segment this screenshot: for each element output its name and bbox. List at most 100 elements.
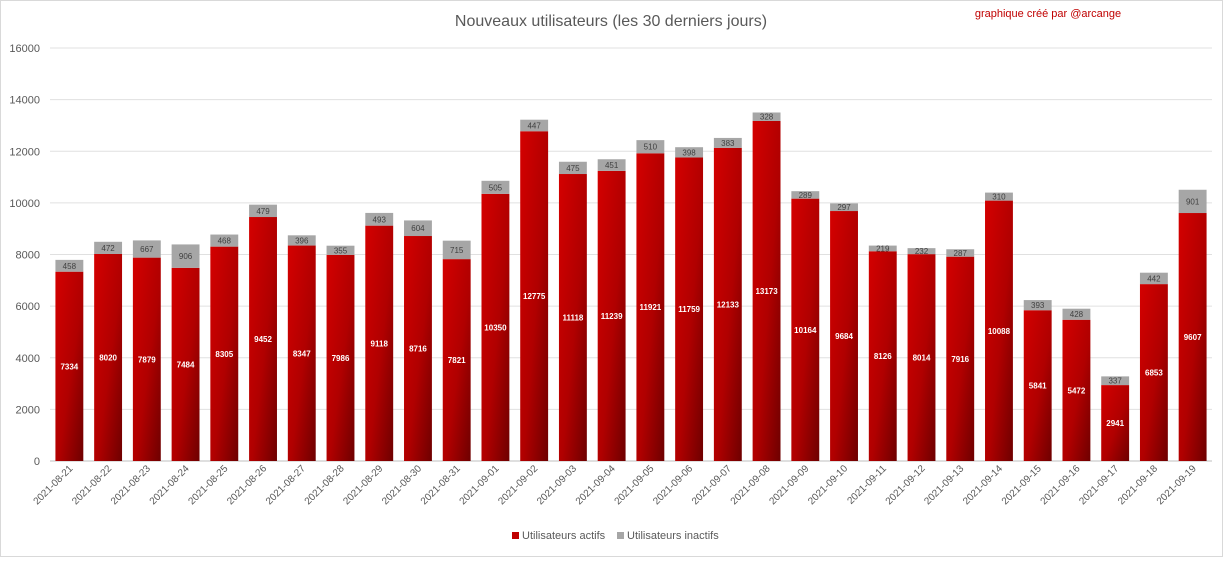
data-label-inactive: 337 xyxy=(1108,377,1122,386)
data-label-inactive: 396 xyxy=(295,236,309,245)
data-label-inactive: 328 xyxy=(760,113,774,122)
y-tick-label: 10000 xyxy=(9,198,40,210)
legend: Utilisateurs actifs Utilisateurs inactif… xyxy=(512,530,719,542)
data-label-active: 5472 xyxy=(1068,386,1086,395)
data-label-active: 7334 xyxy=(60,362,78,371)
bar-inactive xyxy=(210,234,239,247)
bar-active xyxy=(94,253,123,461)
bar-inactive xyxy=(287,235,316,246)
data-label-inactive: 479 xyxy=(256,207,270,216)
data-label-inactive: 232 xyxy=(915,247,929,256)
data-labels: 7334 458 8020 472 7879 667 7484 906 8305 468 9452 4… xyxy=(60,113,1202,428)
bar-inactive xyxy=(520,119,549,132)
data-label-active: 10088 xyxy=(988,327,1011,336)
data-label-active: 7986 xyxy=(332,354,350,363)
bar-inactive xyxy=(94,241,123,254)
data-label-inactive: 393 xyxy=(1031,301,1045,310)
data-label-active: 5841 xyxy=(1029,382,1047,391)
bar-active xyxy=(713,147,742,461)
y-tick-label: 8000 xyxy=(16,250,40,262)
data-label-inactive: 510 xyxy=(644,143,658,152)
bar-active xyxy=(481,193,510,461)
data-label-inactive: 297 xyxy=(837,203,851,212)
bar-inactive xyxy=(868,245,897,252)
bar-inactive xyxy=(946,249,975,257)
data-label-active: 8126 xyxy=(874,352,892,361)
data-label-active: 8020 xyxy=(99,353,117,362)
data-label-active: 10164 xyxy=(794,326,817,335)
bar-inactive xyxy=(1101,376,1130,386)
data-label-active: 7821 xyxy=(448,356,466,365)
data-label-active: 11239 xyxy=(601,312,623,321)
data-label-inactive: 906 xyxy=(179,252,193,261)
bar-active xyxy=(1062,319,1091,461)
data-label-inactive: 398 xyxy=(682,148,696,157)
bar-active xyxy=(597,170,626,461)
bar-active xyxy=(791,198,820,461)
data-label-inactive: 428 xyxy=(1070,310,1084,319)
data-label-active: 7484 xyxy=(177,360,195,369)
bar-active xyxy=(287,245,316,461)
bar-inactive xyxy=(1139,272,1168,285)
bar-inactive xyxy=(636,140,665,154)
bar-inactive xyxy=(1062,308,1091,320)
bar-active xyxy=(558,174,587,461)
bar-active xyxy=(442,259,471,461)
grid-lines xyxy=(50,47,1212,462)
bar-active xyxy=(132,257,161,461)
bar-inactive xyxy=(675,147,704,158)
data-label-inactive: 442 xyxy=(1147,274,1161,283)
data-label-active: 8305 xyxy=(215,350,233,359)
data-label-inactive: 468 xyxy=(218,237,232,246)
y-tick-label: 12000 xyxy=(9,146,40,158)
data-label-active: 11118 xyxy=(562,314,583,323)
data-label-inactive: 472 xyxy=(101,244,115,253)
bar-active xyxy=(1101,385,1130,461)
data-label-inactive: 447 xyxy=(527,121,541,130)
data-label-active: 6853 xyxy=(1145,369,1163,378)
bar-active xyxy=(946,256,975,461)
data-label-inactive: 715 xyxy=(450,246,464,255)
data-label-inactive: 667 xyxy=(140,245,154,254)
legend-swatch-inactive xyxy=(617,532,624,539)
bar-inactive xyxy=(132,240,161,258)
data-label-active: 8716 xyxy=(409,345,427,354)
bar-active xyxy=(210,246,239,461)
y-tick-label: 16000 xyxy=(9,43,40,55)
data-label-inactive: 475 xyxy=(566,164,580,173)
bar-inactive xyxy=(907,248,936,255)
bar-inactive xyxy=(1178,189,1207,214)
bar-active xyxy=(1178,213,1207,461)
y-tick-label: 6000 xyxy=(16,301,40,313)
bar-inactive xyxy=(558,161,587,175)
bar-active xyxy=(752,120,781,462)
data-label-active: 8014 xyxy=(913,354,931,363)
data-label-active: 7879 xyxy=(138,355,156,364)
legend-swatch-active xyxy=(512,532,519,539)
bar-inactive xyxy=(597,159,626,171)
data-label-active: 2941 xyxy=(1106,419,1124,428)
bar-active xyxy=(868,251,897,461)
data-label-inactive: 219 xyxy=(876,244,890,253)
data-label-active: 9452 xyxy=(254,335,272,344)
y-tick-label: 14000 xyxy=(9,95,40,107)
bar-inactive xyxy=(249,204,277,218)
bar-inactive xyxy=(365,212,394,226)
legend-label-active: Utilisateurs actifs xyxy=(522,530,606,542)
bar-active xyxy=(907,254,936,461)
data-label-active: 9684 xyxy=(835,332,853,341)
data-label-active: 12775 xyxy=(523,292,546,301)
bar-inactive xyxy=(713,137,742,148)
data-label-inactive: 355 xyxy=(334,246,348,255)
data-label-inactive: 289 xyxy=(799,191,813,200)
bar-active xyxy=(830,211,858,461)
data-label-active: 10350 xyxy=(484,323,507,332)
bar-inactive xyxy=(171,244,200,268)
data-label-inactive: 451 xyxy=(605,161,619,170)
bar-inactive xyxy=(1023,300,1052,311)
bar-active xyxy=(55,271,84,461)
y-tick-label: 2000 xyxy=(16,404,40,416)
bar-active xyxy=(1139,284,1168,461)
